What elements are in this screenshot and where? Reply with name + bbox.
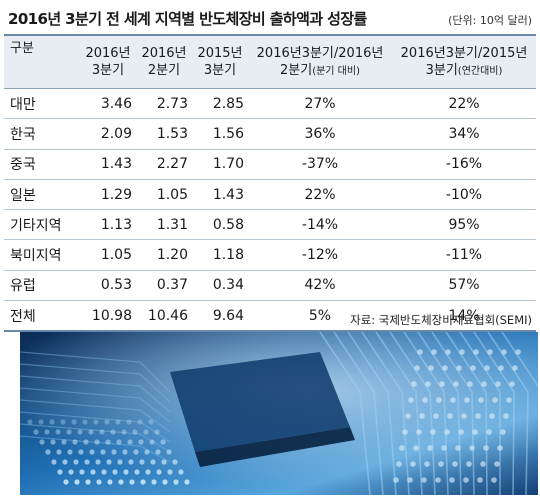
table-row: 일본 1.29 1.05 1.43 22% -10% bbox=[4, 180, 536, 211]
table-header: 구분 2016년 3분기 2016년 2분기 2015년 3분기 2016년3분기/2… bbox=[4, 34, 536, 89]
cell-q3-2015: 0.58 bbox=[212, 216, 244, 233]
unit-note: (단위: 10억 달러) bbox=[448, 14, 532, 27]
cell-region: 대만 bbox=[10, 96, 36, 113]
header-q3-2015: 2015년 3분기 bbox=[197, 46, 243, 78]
cell-q3-2016: 3.46 bbox=[100, 95, 132, 112]
header-qoq: 2016년3분기/2016년 2분기(분기 대비) bbox=[256, 45, 384, 78]
cell-qoq: 22% bbox=[304, 186, 336, 203]
cell-region: 전체 bbox=[10, 308, 36, 325]
cell-q3-2015: 9.64 bbox=[212, 307, 244, 324]
cell-q3-2016: 10.98 bbox=[91, 307, 132, 324]
cell-q2-2016: 1.53 bbox=[156, 125, 188, 142]
cell-q2-2016: 1.31 bbox=[156, 216, 188, 233]
cell-q3-2015: 2.85 bbox=[212, 95, 244, 112]
table-row: 유럽 0.53 0.37 0.34 42% 57% bbox=[4, 271, 536, 302]
table-body: 대만 3.46 2.73 2.85 27% 22% 한국 2.09 1.53 1.56 36% 34%… bbox=[4, 89, 536, 333]
cell-q3-2015: 0.34 bbox=[212, 277, 244, 294]
cell-q2-2016: 2.27 bbox=[156, 156, 188, 173]
cell-q2-2016: 1.05 bbox=[156, 186, 188, 203]
cell-q3-2016: 1.13 bbox=[100, 216, 132, 233]
table-row: 대만 3.46 2.73 2.85 27% 22% bbox=[4, 89, 536, 120]
cell-yoy: 22% bbox=[448, 95, 480, 112]
circuit-board-photo bbox=[20, 332, 538, 495]
cell-yoy: -11% bbox=[445, 247, 483, 264]
cell-yoy: 34% bbox=[448, 125, 480, 142]
cell-q3-2015: 1.70 bbox=[212, 156, 244, 173]
header-q3-2016: 2016년 3분기 bbox=[85, 46, 131, 78]
cell-region: 중국 bbox=[10, 157, 36, 174]
cell-q2-2016: 0.37 bbox=[156, 277, 188, 294]
cell-region: 북미지역 bbox=[10, 248, 62, 265]
header-region: 구분 bbox=[10, 41, 34, 56]
cell-yoy: 57% bbox=[448, 277, 480, 294]
cell-region: 한국 bbox=[10, 126, 36, 143]
cell-region: 일본 bbox=[10, 187, 36, 204]
table-row: 중국 1.43 2.27 1.70 -37% -16% bbox=[4, 150, 536, 180]
cell-q2-2016: 10.46 bbox=[147, 307, 188, 324]
cell-q2-2016: 1.20 bbox=[156, 247, 188, 264]
cell-q2-2016: 2.73 bbox=[156, 95, 188, 112]
cell-region: 유럽 bbox=[10, 278, 36, 295]
cell-q3-2015: 1.18 bbox=[212, 247, 244, 264]
cell-qoq: -12% bbox=[301, 247, 339, 264]
cell-q3-2015: 1.43 bbox=[212, 186, 244, 203]
shipment-table: 구분 2016년 3분기 2016년 2분기 2015년 3분기 2016년3분기/2… bbox=[4, 34, 536, 333]
cell-yoy: 95% bbox=[448, 216, 480, 233]
cell-q3-2016: 1.05 bbox=[100, 247, 132, 264]
table-row: 전체 10.98 10.46 9.64 5% 14% bbox=[4, 301, 536, 333]
circuit-board-illustration bbox=[20, 332, 538, 495]
cell-qoq: 42% bbox=[304, 277, 336, 294]
header-q2-2016: 2016년 2분기 bbox=[141, 46, 187, 78]
cell-yoy: -10% bbox=[445, 186, 483, 203]
cell-q3-2016: 1.29 bbox=[100, 186, 132, 203]
cell-yoy: -16% bbox=[445, 156, 483, 173]
table-row: 북미지역 1.05 1.20 1.18 -12% -11% bbox=[4, 240, 536, 271]
table-row: 기타지역 1.13 1.31 0.58 -14% 95% bbox=[4, 210, 536, 241]
header-yoy: 2016년3분기/2015년 3분기(연간대비) bbox=[400, 45, 528, 78]
page-title: 2016년 3분기 전 세계 지역별 반도체장비 출하액과 성장률 bbox=[8, 10, 367, 28]
cell-yoy: 14% bbox=[448, 307, 480, 324]
cell-qoq: -37% bbox=[301, 156, 339, 173]
cell-q3-2016: 1.43 bbox=[100, 156, 132, 173]
cell-qoq: 36% bbox=[304, 125, 336, 142]
cell-qoq: 27% bbox=[304, 95, 336, 112]
cell-q3-2016: 0.53 bbox=[100, 277, 132, 294]
title-row: 2016년 3분기 전 세계 지역별 반도체장비 출하액과 성장률 (단위: 1… bbox=[8, 6, 534, 32]
cell-qoq: -14% bbox=[301, 216, 339, 233]
cell-q3-2015: 1.56 bbox=[212, 125, 244, 142]
table-row: 한국 2.09 1.53 1.56 36% 34% bbox=[4, 119, 536, 150]
cell-q3-2016: 2.09 bbox=[100, 125, 132, 142]
cell-region: 기타지역 bbox=[10, 217, 62, 234]
cell-qoq: 5% bbox=[308, 307, 332, 324]
source-note: 자료: 국제반도체장비재료협회(SEMI) bbox=[350, 313, 532, 327]
